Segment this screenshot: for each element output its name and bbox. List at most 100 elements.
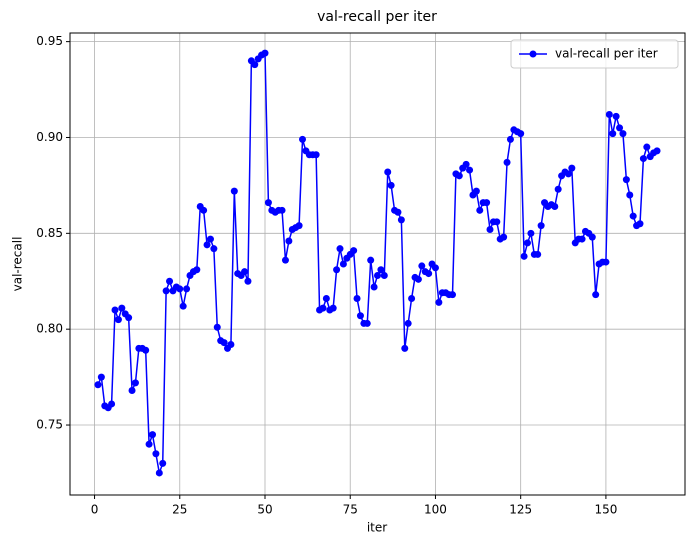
point	[367, 256, 375, 264]
point	[210, 245, 218, 253]
point	[483, 199, 491, 207]
chart-title: val-recall per iter	[317, 9, 437, 25]
point	[476, 206, 484, 214]
point	[520, 252, 528, 260]
point	[329, 304, 337, 312]
legend-marker	[529, 50, 537, 58]
point	[142, 346, 150, 354]
point	[264, 199, 272, 207]
point	[564, 170, 572, 178]
point	[97, 373, 105, 381]
x-tick-label: 75	[343, 503, 358, 517]
point	[176, 285, 184, 293]
point	[281, 256, 289, 264]
point	[206, 235, 214, 243]
point	[568, 164, 576, 172]
point	[244, 277, 252, 285]
point	[333, 266, 341, 274]
legend-label: val-recall per iter	[555, 47, 658, 61]
point	[350, 247, 358, 255]
point	[622, 176, 630, 184]
point	[524, 239, 531, 247]
point	[425, 270, 433, 278]
point	[639, 155, 647, 163]
point	[374, 272, 381, 280]
point	[588, 233, 596, 241]
point	[629, 212, 637, 220]
point	[155, 469, 163, 477]
point	[592, 291, 600, 299]
point	[653, 147, 661, 155]
x-tick-label: 125	[509, 503, 532, 517]
point	[193, 266, 201, 274]
point	[285, 237, 293, 245]
point	[241, 268, 249, 276]
y-tick-label: 0.90	[36, 130, 63, 144]
point	[462, 160, 470, 168]
plot-frame	[69, 32, 686, 496]
point	[220, 339, 228, 347]
point	[227, 341, 235, 349]
point	[554, 185, 562, 193]
point	[322, 295, 330, 303]
point	[455, 172, 463, 180]
point	[339, 260, 347, 268]
point	[108, 400, 116, 408]
point	[466, 166, 474, 174]
point	[131, 379, 139, 387]
point	[605, 110, 613, 118]
point	[404, 319, 412, 327]
point	[493, 218, 501, 226]
point	[128, 387, 136, 395]
point	[602, 258, 610, 266]
point	[159, 459, 167, 467]
line	[97, 51, 658, 476]
point	[500, 233, 508, 241]
point	[312, 151, 320, 159]
y-tick-label: 0.75	[36, 418, 63, 432]
point	[609, 130, 617, 138]
point	[619, 130, 627, 138]
point	[503, 158, 511, 166]
x-tick-label: 100	[424, 503, 447, 517]
point	[578, 235, 586, 243]
point	[118, 304, 126, 312]
point	[370, 283, 378, 291]
point	[251, 61, 259, 69]
point	[152, 450, 160, 458]
point	[626, 191, 634, 199]
point	[418, 262, 426, 270]
point	[534, 250, 542, 258]
point	[472, 187, 480, 195]
point	[111, 306, 119, 314]
point	[643, 143, 651, 151]
point	[394, 208, 402, 216]
point	[125, 314, 133, 322]
point	[431, 264, 439, 272]
x-axis-label: iter	[367, 521, 387, 535]
point	[149, 431, 156, 439]
point	[612, 112, 620, 120]
point	[94, 381, 102, 389]
x-tick-label: 150	[594, 503, 617, 517]
point	[162, 287, 170, 295]
point	[414, 275, 422, 283]
point	[408, 295, 416, 303]
point	[278, 206, 286, 214]
y-tick-label: 0.85	[36, 226, 63, 240]
point	[213, 323, 221, 331]
point	[486, 225, 494, 233]
point	[203, 241, 211, 249]
point	[166, 277, 174, 285]
point	[299, 135, 306, 143]
point	[506, 135, 514, 143]
point	[435, 298, 443, 306]
point	[384, 168, 392, 176]
point	[397, 216, 405, 224]
point	[517, 130, 525, 138]
point	[616, 124, 624, 132]
x-tick-label: 50	[257, 503, 272, 517]
y-tick-label: 0.80	[36, 322, 63, 336]
point	[356, 312, 364, 320]
